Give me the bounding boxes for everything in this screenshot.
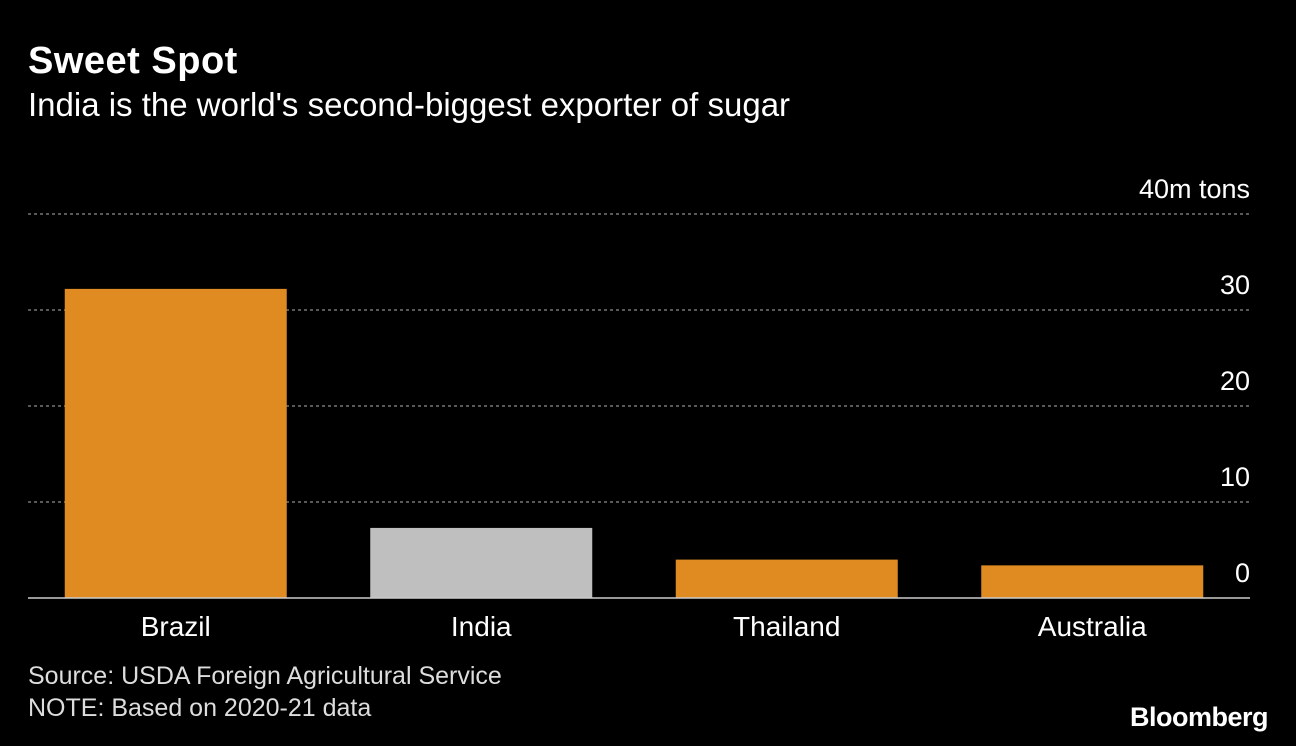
y-tick-label-20: 20	[1220, 366, 1250, 396]
x-tick-label-australia: Australia	[1038, 611, 1147, 642]
x-tick-label-brazil: Brazil	[141, 611, 211, 642]
bar-australia	[981, 565, 1204, 598]
bloomberg-logo: Bloomberg	[1129, 702, 1269, 732]
bars	[28, 288, 1250, 599]
source-note: Source: USDA Foreign Agricultural Servic…	[28, 662, 502, 690]
bar-thailand	[675, 559, 898, 598]
chart-title: Sweet Spot	[28, 40, 238, 82]
data-note: NOTE: Based on 2020-21 data	[28, 694, 372, 722]
y-tick-label-40: 40m tons	[1139, 174, 1250, 204]
y-tick-label-30: 30	[1220, 270, 1250, 300]
x-tick-label-thailand: Thailand	[733, 611, 840, 642]
x-tick-label-india: India	[451, 611, 512, 642]
bar-chart: 0 10 20 30 40m tons Brazil India Thailand Austra…	[28, 174, 1250, 642]
bar-india	[370, 527, 593, 598]
labels: 0 10 20 30 40m tons Brazil India Thailand Austra…	[141, 174, 1250, 642]
bar-brazil	[64, 288, 287, 598]
y-tick-label-10: 10	[1220, 462, 1250, 492]
y-tick-label-0: 0	[1235, 558, 1250, 588]
chart-subtitle: India is the world's second-biggest expo…	[28, 86, 791, 123]
